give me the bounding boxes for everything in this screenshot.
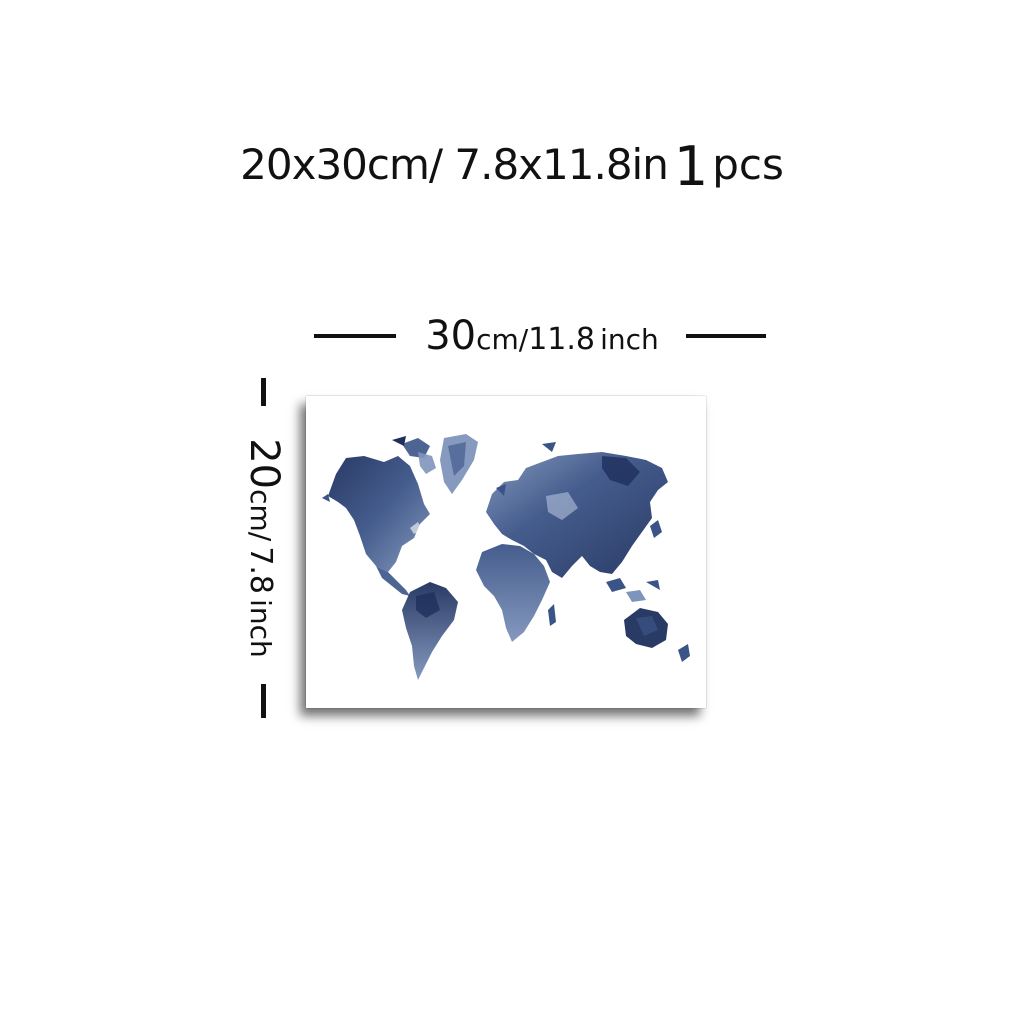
world-map-icon bbox=[322, 434, 690, 680]
canvas-print bbox=[306, 396, 706, 708]
width-unit-cm: cm/ bbox=[476, 323, 529, 356]
size-text: 20x30cm/ 7.8x11.8in bbox=[240, 140, 669, 189]
continent-eurasia bbox=[486, 442, 668, 578]
height-unit-in: inch bbox=[244, 599, 277, 658]
piece-count-number: 1 bbox=[673, 135, 709, 198]
height-tick-top bbox=[261, 378, 266, 406]
height-label: 20cm/ 7.8 inch bbox=[241, 438, 287, 658]
height-value-in: 7.8 bbox=[243, 546, 278, 595]
islands-southeast-asia bbox=[606, 578, 660, 602]
height-tick-bottom bbox=[261, 684, 266, 718]
width-label: 30cm/11.8 inch bbox=[406, 316, 678, 356]
continent-greenland bbox=[440, 434, 478, 494]
continent-africa bbox=[476, 544, 556, 642]
continent-south-america bbox=[402, 582, 458, 680]
width-value-cm: 30 bbox=[425, 313, 477, 359]
width-rule-left bbox=[314, 334, 396, 338]
product-size-headline: 20x30cm/ 7.8x11.8in 1pcs bbox=[0, 134, 1024, 194]
piece-count-unit: pcs bbox=[712, 140, 784, 189]
continent-australia bbox=[624, 608, 690, 662]
height-dimension: 20cm/ 7.8 inch bbox=[241, 376, 287, 720]
width-value-in: 11.8 bbox=[528, 322, 596, 357]
height-value-cm: 20 bbox=[241, 438, 287, 490]
width-rule-right bbox=[686, 334, 766, 338]
width-dimension: 30cm/11.8 inch bbox=[314, 316, 766, 364]
height-unit-cm: cm/ bbox=[244, 489, 277, 542]
continent-north-america bbox=[322, 436, 436, 596]
width-unit-in: inch bbox=[600, 323, 659, 356]
